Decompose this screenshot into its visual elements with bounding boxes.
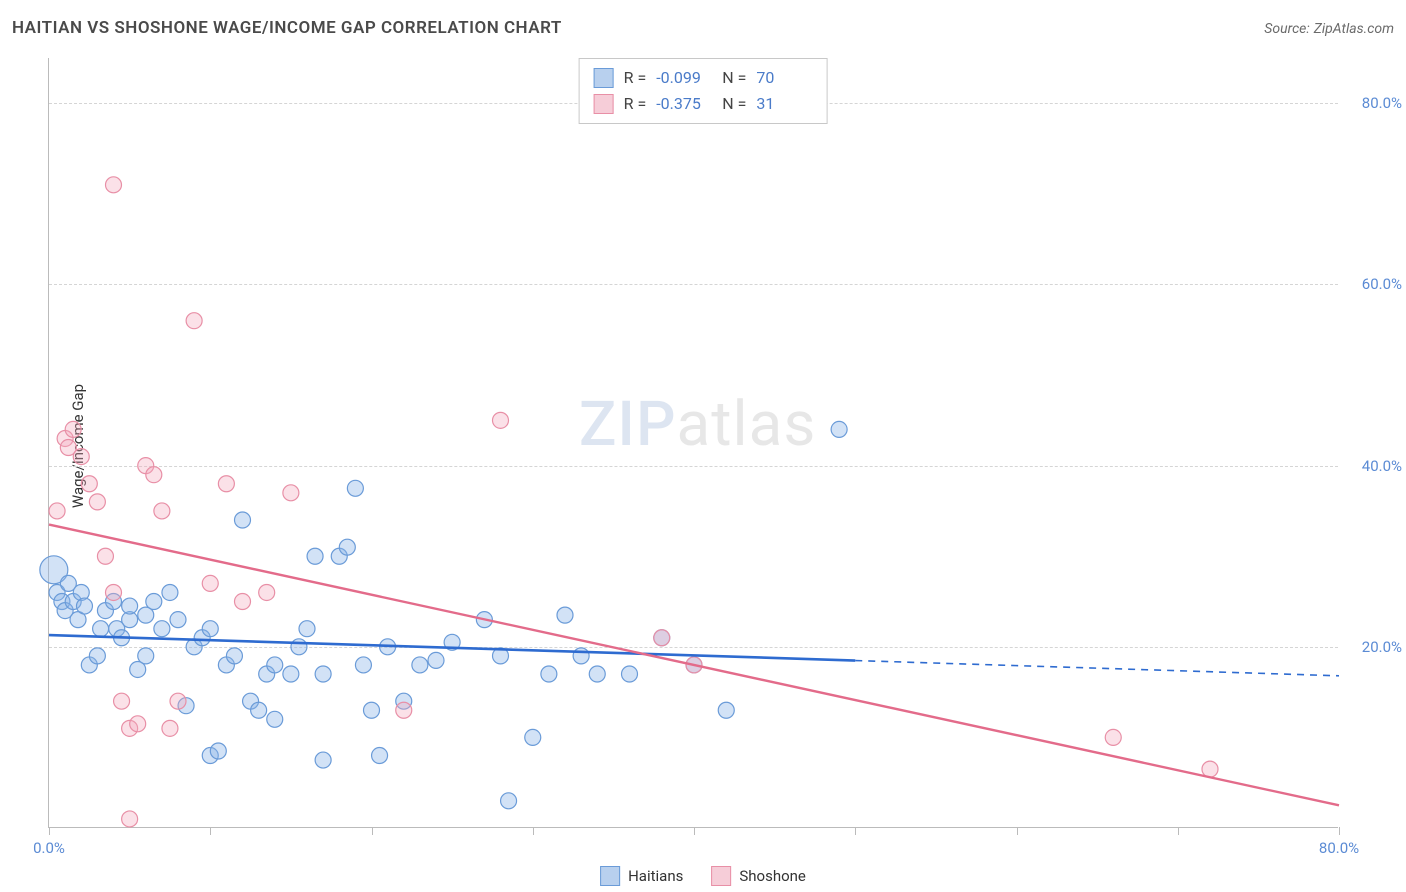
n-value-shoshone: 31 [756, 91, 812, 117]
page-title: HAITIAN VS SHOSHONE WAGE/INCOME GAP CORR… [12, 18, 562, 38]
x-tick-label: 0.0% [33, 839, 65, 857]
bottom-legend: Haitians Shoshone [600, 866, 806, 886]
chart-header: HAITIAN VS SHOSHONE WAGE/INCOME GAP CORR… [12, 18, 1394, 38]
swatch-haitians [594, 68, 614, 88]
legend-swatch-haitians [600, 866, 620, 886]
r-value-haitians: -0.099 [656, 65, 712, 91]
y-tick-label: 60.0% [1342, 275, 1402, 293]
source-attribution: Source: ZipAtlas.com [1264, 18, 1394, 37]
x-tick-label: 80.0% [1319, 839, 1359, 857]
n-label: N = [722, 65, 746, 91]
y-tick-label: 20.0% [1342, 638, 1402, 656]
r-value-shoshone: -0.375 [656, 91, 712, 117]
y-tick-label: 40.0% [1342, 457, 1402, 475]
correlation-stats-box: R = -0.099 N = 70 R = -0.375 N = 31 [579, 58, 828, 124]
n-value-haitians: 70 [756, 65, 812, 91]
legend-item-shoshone: Shoshone [711, 866, 806, 886]
legend-item-haitians: Haitians [600, 866, 683, 886]
legend-label-shoshone: Shoshone [739, 867, 806, 885]
source-value: ZipAtlas.com [1314, 21, 1394, 37]
source-label: Source: [1264, 21, 1309, 37]
r-label: R = [624, 91, 647, 117]
r-label: R = [624, 65, 647, 91]
y-tick-label: 80.0% [1342, 94, 1402, 112]
scatter-plot-svg [49, 58, 1339, 828]
chart-plot-area: 20.0%40.0%60.0%80.0% 0.0%80.0% ZIPatlas [48, 58, 1338, 828]
swatch-shoshone [594, 94, 614, 114]
legend-label-haitians: Haitians [628, 867, 683, 885]
stats-row-shoshone: R = -0.375 N = 31 [594, 91, 813, 117]
n-label: N = [722, 91, 746, 117]
stats-row-haitians: R = -0.099 N = 70 [594, 65, 813, 91]
legend-swatch-shoshone [711, 866, 731, 886]
